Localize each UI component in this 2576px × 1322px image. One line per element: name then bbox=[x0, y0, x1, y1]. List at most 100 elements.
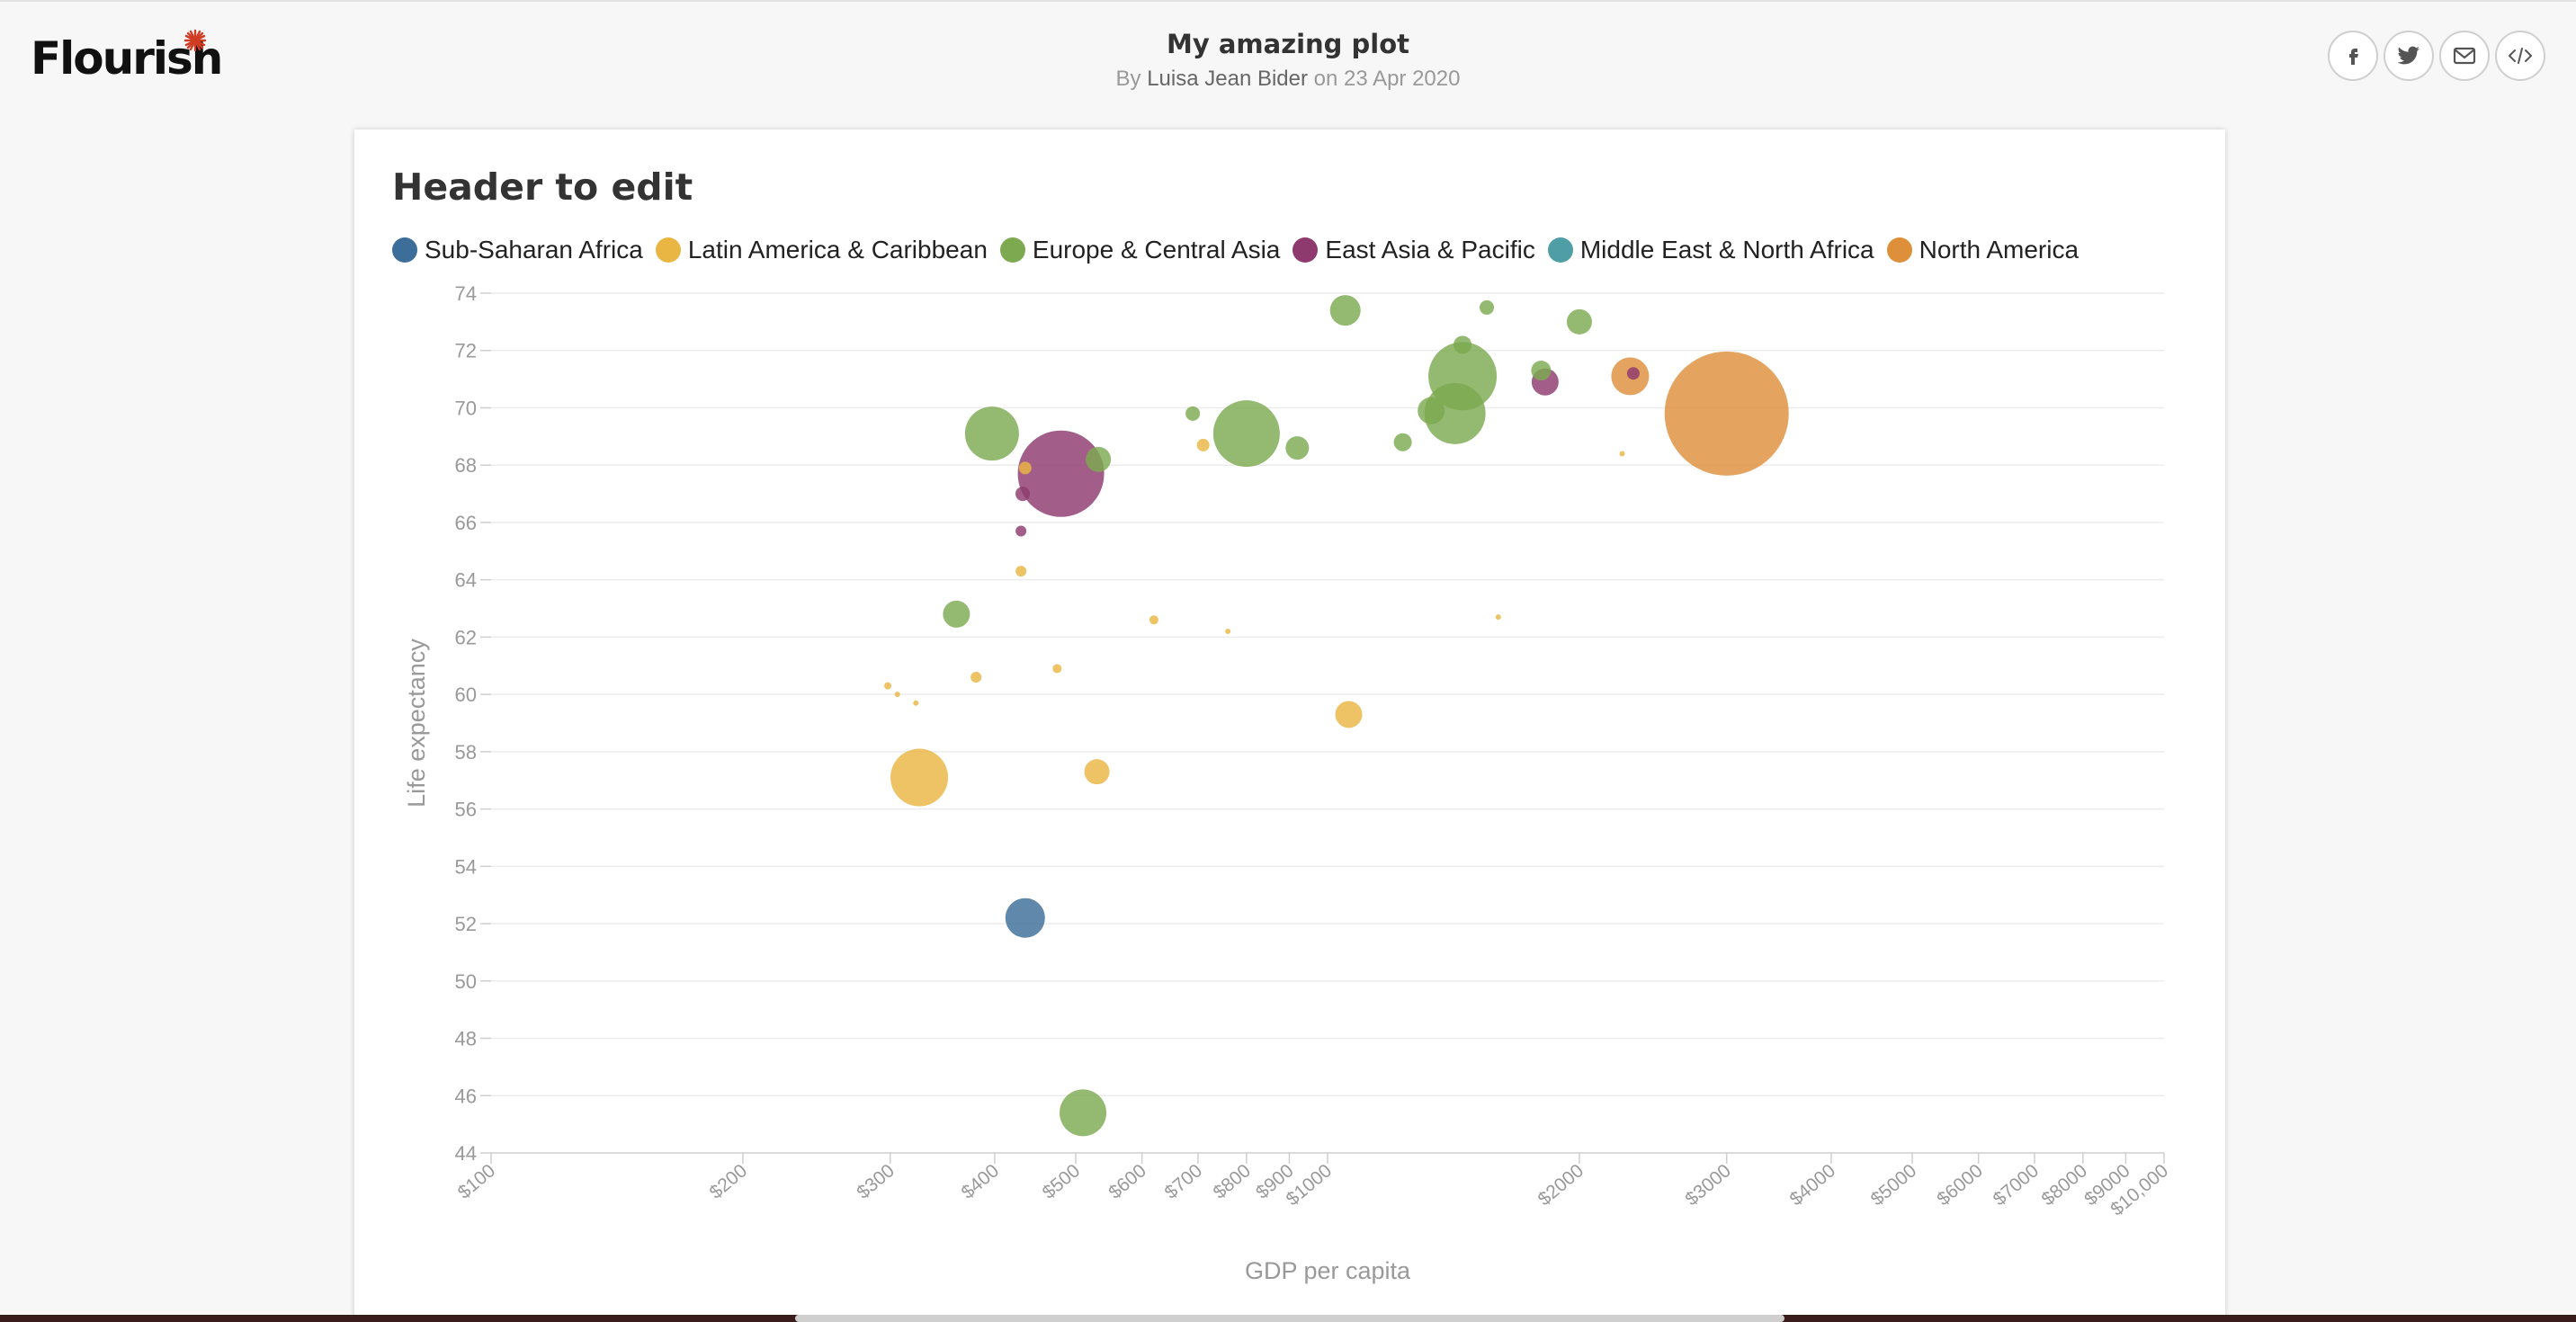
chart-header: Header to edit bbox=[392, 165, 693, 209]
y-tick-label: 48 bbox=[455, 1028, 477, 1050]
y-tick-label: 52 bbox=[455, 913, 477, 935]
share-buttons bbox=[2328, 31, 2545, 81]
y-tick-label: 50 bbox=[455, 970, 477, 993]
y-tick-label: 54 bbox=[455, 855, 477, 878]
data-point bbox=[1285, 436, 1310, 460]
y-tick-label: 60 bbox=[455, 683, 477, 706]
legend-item[interactable]: East Asia & Pacific bbox=[1292, 236, 1535, 264]
y-tick-label: 56 bbox=[455, 799, 477, 821]
data-point bbox=[1185, 406, 1201, 421]
data-point bbox=[1015, 566, 1027, 577]
share-twitter-button[interactable] bbox=[2384, 31, 2434, 81]
data-point bbox=[964, 406, 1019, 461]
data-point bbox=[884, 682, 892, 690]
y-tick-label: 46 bbox=[455, 1085, 477, 1107]
data-point bbox=[1084, 759, 1110, 785]
byline-prefix: By bbox=[1115, 67, 1141, 91]
data-point bbox=[1017, 430, 1105, 517]
top-bar: Flourish My amazing plot By Luisa Jean B… bbox=[0, 0, 2576, 126]
legend-swatch bbox=[1547, 237, 1573, 263]
chart-legend: Sub-Saharan Africa Latin America & Caribb… bbox=[392, 236, 2091, 264]
legend-swatch bbox=[392, 237, 417, 263]
publish-date: 23 Apr 2020 bbox=[1344, 67, 1461, 91]
logo-star-icon bbox=[183, 29, 207, 52]
visualisation-title-block: My amazing plot By Luisa Jean Bider on 2… bbox=[0, 29, 2576, 92]
embed-code-button[interactable] bbox=[2495, 31, 2545, 81]
data-point bbox=[1393, 433, 1412, 451]
byline: By Luisa Jean Bider on 23 Apr 2020 bbox=[0, 67, 2576, 92]
visualisation-title: My amazing plot bbox=[1166, 29, 1410, 59]
data-point bbox=[1086, 446, 1112, 472]
data-point bbox=[1453, 335, 1472, 354]
share-email-button[interactable] bbox=[2439, 31, 2490, 81]
horizontal-scrollbar[interactable] bbox=[795, 1315, 1784, 1322]
x-tick-label: $8000 bbox=[2038, 1160, 2092, 1210]
chart-card: Header to edit Sub-Saharan Africa Latin A… bbox=[354, 130, 2225, 1322]
x-tick-label: $5000 bbox=[1867, 1160, 1921, 1210]
data-point bbox=[1018, 461, 1032, 475]
data-point bbox=[1480, 299, 1495, 315]
data-point bbox=[1664, 351, 1789, 476]
data-point bbox=[890, 748, 949, 807]
data-point bbox=[1015, 487, 1030, 502]
x-tick-label: $800 bbox=[1210, 1160, 1256, 1203]
data-point bbox=[1329, 295, 1361, 326]
x-tick-label: $100 bbox=[454, 1160, 500, 1203]
x-tick-label: $200 bbox=[706, 1160, 752, 1203]
x-tick-label: $600 bbox=[1105, 1160, 1150, 1203]
y-tick-label: 74 bbox=[455, 282, 477, 305]
x-tick-label: $4000 bbox=[1786, 1160, 1840, 1210]
scatter-chart: 44 46 48 50 52 54 56 58 60 62 64 66 68 70 72 74 $100 $200… bbox=[403, 282, 2172, 1284]
legend-item[interactable]: Sub-Saharan Africa bbox=[392, 236, 643, 264]
email-icon bbox=[2453, 47, 2476, 65]
x-tick-label: $6000 bbox=[1933, 1160, 1987, 1210]
legend-label: East Asia & Pacific bbox=[1325, 236, 1535, 264]
data-point bbox=[1619, 451, 1625, 457]
y-tick-label: 62 bbox=[455, 626, 477, 648]
share-facebook-button[interactable] bbox=[2328, 31, 2378, 81]
legend-swatch bbox=[655, 237, 681, 263]
y-tick-label: 44 bbox=[455, 1142, 477, 1165]
legend-swatch bbox=[1886, 237, 1912, 263]
legend-label: Europe & Central Asia bbox=[1032, 236, 1281, 264]
data-point bbox=[894, 692, 900, 698]
data-point bbox=[1005, 898, 1045, 938]
y-tick-label: 58 bbox=[455, 741, 477, 764]
data-point bbox=[1149, 615, 1158, 625]
data-point bbox=[1225, 629, 1231, 635]
legend-item[interactable]: Europe & Central Asia bbox=[999, 236, 1281, 264]
legend-swatch bbox=[1292, 237, 1319, 263]
data-point bbox=[1566, 308, 1592, 335]
facebook-icon bbox=[2349, 49, 2358, 65]
x-tick-label: $3000 bbox=[1681, 1160, 1735, 1210]
twitter-icon bbox=[2397, 46, 2419, 65]
data-point bbox=[1531, 361, 1552, 381]
x-axis-title: GDP per capita bbox=[1245, 1257, 1411, 1284]
y-tick-label: 68 bbox=[455, 454, 477, 477]
author-name[interactable]: Luisa Jean Bider bbox=[1147, 67, 1308, 91]
legend-item[interactable]: Latin America & Caribbean bbox=[655, 236, 988, 264]
data-point bbox=[1495, 614, 1501, 621]
y-axis-title: Life expectancy bbox=[403, 639, 430, 808]
legend-swatch bbox=[999, 237, 1025, 263]
legend-item[interactable]: North America bbox=[1886, 236, 2080, 264]
data-point bbox=[943, 600, 970, 628]
data-point bbox=[1212, 400, 1280, 468]
legend-label: North America bbox=[1919, 236, 2080, 264]
y-tick-label: 64 bbox=[455, 569, 477, 592]
x-tick-label: $2000 bbox=[1534, 1160, 1588, 1210]
x-tick-label: $700 bbox=[1161, 1160, 1207, 1203]
byline-on: on bbox=[1313, 67, 1338, 91]
legend-item[interactable]: Middle East & North Africa bbox=[1547, 236, 1874, 264]
data-point bbox=[970, 672, 982, 683]
x-tick-label: $7000 bbox=[1990, 1160, 2044, 1210]
x-tick-label: $500 bbox=[1039, 1160, 1085, 1203]
data-point bbox=[1196, 438, 1210, 451]
data-point bbox=[1015, 525, 1027, 537]
data-point bbox=[1418, 397, 1445, 424]
data-point bbox=[1060, 1089, 1107, 1137]
data-point bbox=[1626, 367, 1640, 380]
legend-label: Sub-Saharan Africa bbox=[425, 236, 643, 264]
legend-label: Middle East & North Africa bbox=[1579, 236, 1874, 264]
x-tick-label: $300 bbox=[853, 1160, 899, 1203]
